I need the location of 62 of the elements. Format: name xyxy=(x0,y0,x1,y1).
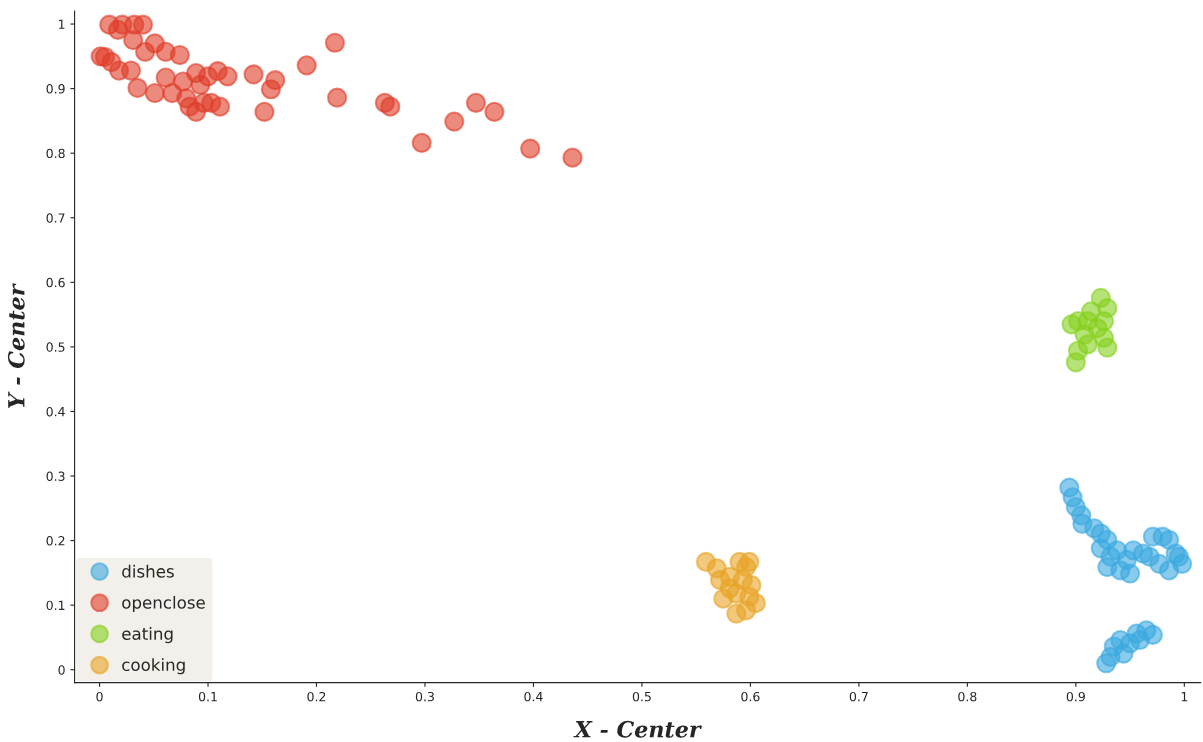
point xyxy=(719,578,740,599)
point xyxy=(1129,629,1150,651)
y-tick-label: 0.3 xyxy=(46,471,65,481)
point xyxy=(123,30,144,51)
point xyxy=(144,83,165,104)
x-axis-title: X - Center xyxy=(573,720,702,738)
y-tick-label: 0.6 xyxy=(46,277,65,288)
point xyxy=(120,60,142,81)
point xyxy=(107,19,129,40)
point xyxy=(444,111,465,132)
x-tick-label: 0 xyxy=(96,691,103,702)
point xyxy=(1077,334,1098,355)
x-tick-label: 0.1 xyxy=(198,691,217,702)
y-tick-label: 0.7 xyxy=(46,213,65,223)
point xyxy=(155,67,176,88)
point xyxy=(296,55,317,76)
x-tick-label: 0.3 xyxy=(415,691,434,702)
legend-label: openclose xyxy=(122,595,205,613)
y-tick-label: 1 xyxy=(58,19,65,29)
point xyxy=(1093,310,1115,332)
y-tick-label: 0.8 xyxy=(46,148,65,159)
y-axis-title: Y - Center xyxy=(7,283,25,409)
point xyxy=(1106,540,1128,561)
point xyxy=(254,101,275,122)
point xyxy=(411,132,432,153)
y-tick-label: 0.5 xyxy=(46,342,65,352)
point xyxy=(380,96,401,117)
y-tick-label: 0.2 xyxy=(46,536,65,546)
y-tick-label: 0.1 xyxy=(46,600,65,611)
x-tick-label: 0.8 xyxy=(958,691,977,702)
x-tick-label: 0.5 xyxy=(632,691,651,702)
point xyxy=(562,147,583,168)
point xyxy=(132,14,154,35)
legend-label: dishes xyxy=(122,564,174,578)
point xyxy=(324,32,346,53)
point xyxy=(739,551,760,572)
y-tick-label: 0.4 xyxy=(46,406,65,417)
point xyxy=(217,66,238,87)
point xyxy=(465,92,487,113)
x-tick-label: 0.2 xyxy=(307,691,326,702)
point xyxy=(735,600,757,621)
y-tick-label: 0 xyxy=(58,665,65,675)
x-tick-label: 0.6 xyxy=(741,691,760,702)
point xyxy=(1065,352,1086,373)
x-tick-label: 1 xyxy=(1181,692,1188,702)
legend-label: eating xyxy=(122,627,173,644)
point xyxy=(209,96,231,117)
point xyxy=(1097,337,1118,358)
x-tick-label: 0.7 xyxy=(849,691,868,702)
point xyxy=(127,77,148,99)
point xyxy=(741,575,762,596)
y-tick-label: 0.9 xyxy=(46,84,65,94)
point xyxy=(169,44,190,66)
point xyxy=(327,87,348,108)
point xyxy=(520,138,541,159)
point xyxy=(484,101,505,122)
legend-label: cooking xyxy=(122,658,185,675)
point xyxy=(265,70,286,91)
x-tick-label: 0.9 xyxy=(1066,691,1085,702)
point xyxy=(1113,643,1134,664)
x-tick-label: 0.4 xyxy=(524,691,543,702)
point xyxy=(243,64,264,85)
